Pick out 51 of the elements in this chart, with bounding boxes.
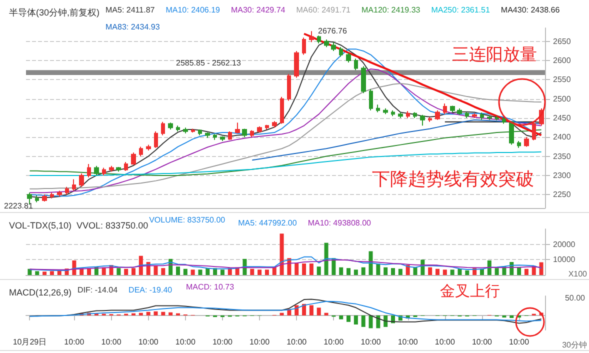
y-tick-label: 20000 xyxy=(553,240,576,249)
text: MA30: 2429.74 xyxy=(230,6,286,14)
y-tick-label: 2500 xyxy=(553,94,572,104)
band-label: 2585.85 - 2562.13 xyxy=(176,58,242,68)
chart-title: MACD(12,26,9) xyxy=(9,288,72,298)
x-tick-label: 10:00 xyxy=(138,338,159,346)
annotation: 三连阳放量 xyxy=(452,45,537,64)
text: MA10: 493808.00 xyxy=(308,218,372,228)
y-tick-label: 2350 xyxy=(553,152,572,161)
x-tick-label: 10:00 xyxy=(398,338,418,346)
y-tick-label: 2450 xyxy=(553,114,572,122)
annotation: 下降趋势线有效突破 xyxy=(372,169,534,189)
series-label: DEA: -19.40 xyxy=(128,286,173,294)
text: MA83: 2434.93 xyxy=(106,22,160,32)
text: MA120: 2419.33 xyxy=(362,6,421,14)
x-tick-label: 10:00 xyxy=(472,338,493,346)
x-tick-label: 10:00 xyxy=(212,338,234,346)
annotation: 金叉上行 xyxy=(440,283,500,300)
x-tick-label: 10:00 xyxy=(360,338,382,346)
y-tick-label: 2400 xyxy=(553,132,572,142)
annotation: 2223.81 xyxy=(4,202,34,210)
x-tick-label: 10:00 xyxy=(101,338,122,346)
x-tick-label: 10:00 xyxy=(175,338,196,346)
text: MA10: 2406.19 xyxy=(166,6,221,14)
y-tick-label: 2550 xyxy=(553,75,572,84)
x-tick-label: 10:00 xyxy=(250,338,270,346)
text: MA5: 2411.87 xyxy=(106,6,156,14)
y-tick-label: 2650 xyxy=(553,36,572,46)
annotation: 2676.76 xyxy=(318,26,348,36)
chart-title: VOL-TDX(5,10) VVOL: 833750.00 xyxy=(9,220,148,230)
x-tick-label: 10:00 xyxy=(64,338,85,346)
x-tick-label: 10:00 xyxy=(434,338,456,346)
series-label: DIF: -14.04 xyxy=(78,286,118,294)
y-tick-label: 2250 xyxy=(553,190,572,200)
text: MACD: 10.73 xyxy=(186,282,235,292)
text: 30分钟 xyxy=(562,340,588,350)
x-tick-label: 10月29日 xyxy=(12,338,47,346)
text: 50.00 xyxy=(564,294,586,302)
x-tick-label: 10:00 xyxy=(324,338,344,346)
text: MA60: 2491.71 xyxy=(296,6,352,14)
y-tick-label: 10000 xyxy=(553,255,576,264)
x-tick-label: 10:00 xyxy=(286,338,308,346)
text: MA5: 447992.00 xyxy=(238,218,298,228)
y-tick-label: 2300 xyxy=(553,170,572,180)
text: MA430: 2438.66 xyxy=(500,6,560,14)
text: VOLUME: 833750.00 xyxy=(149,216,226,224)
chart-title: 半导体(30分钟,前复权) xyxy=(9,8,100,18)
y-tick-label: 2600 xyxy=(553,56,572,66)
x-tick-label: 10:00 xyxy=(509,338,530,346)
text: MA250: 2361.51 xyxy=(431,6,490,14)
text: X100 xyxy=(568,270,588,278)
